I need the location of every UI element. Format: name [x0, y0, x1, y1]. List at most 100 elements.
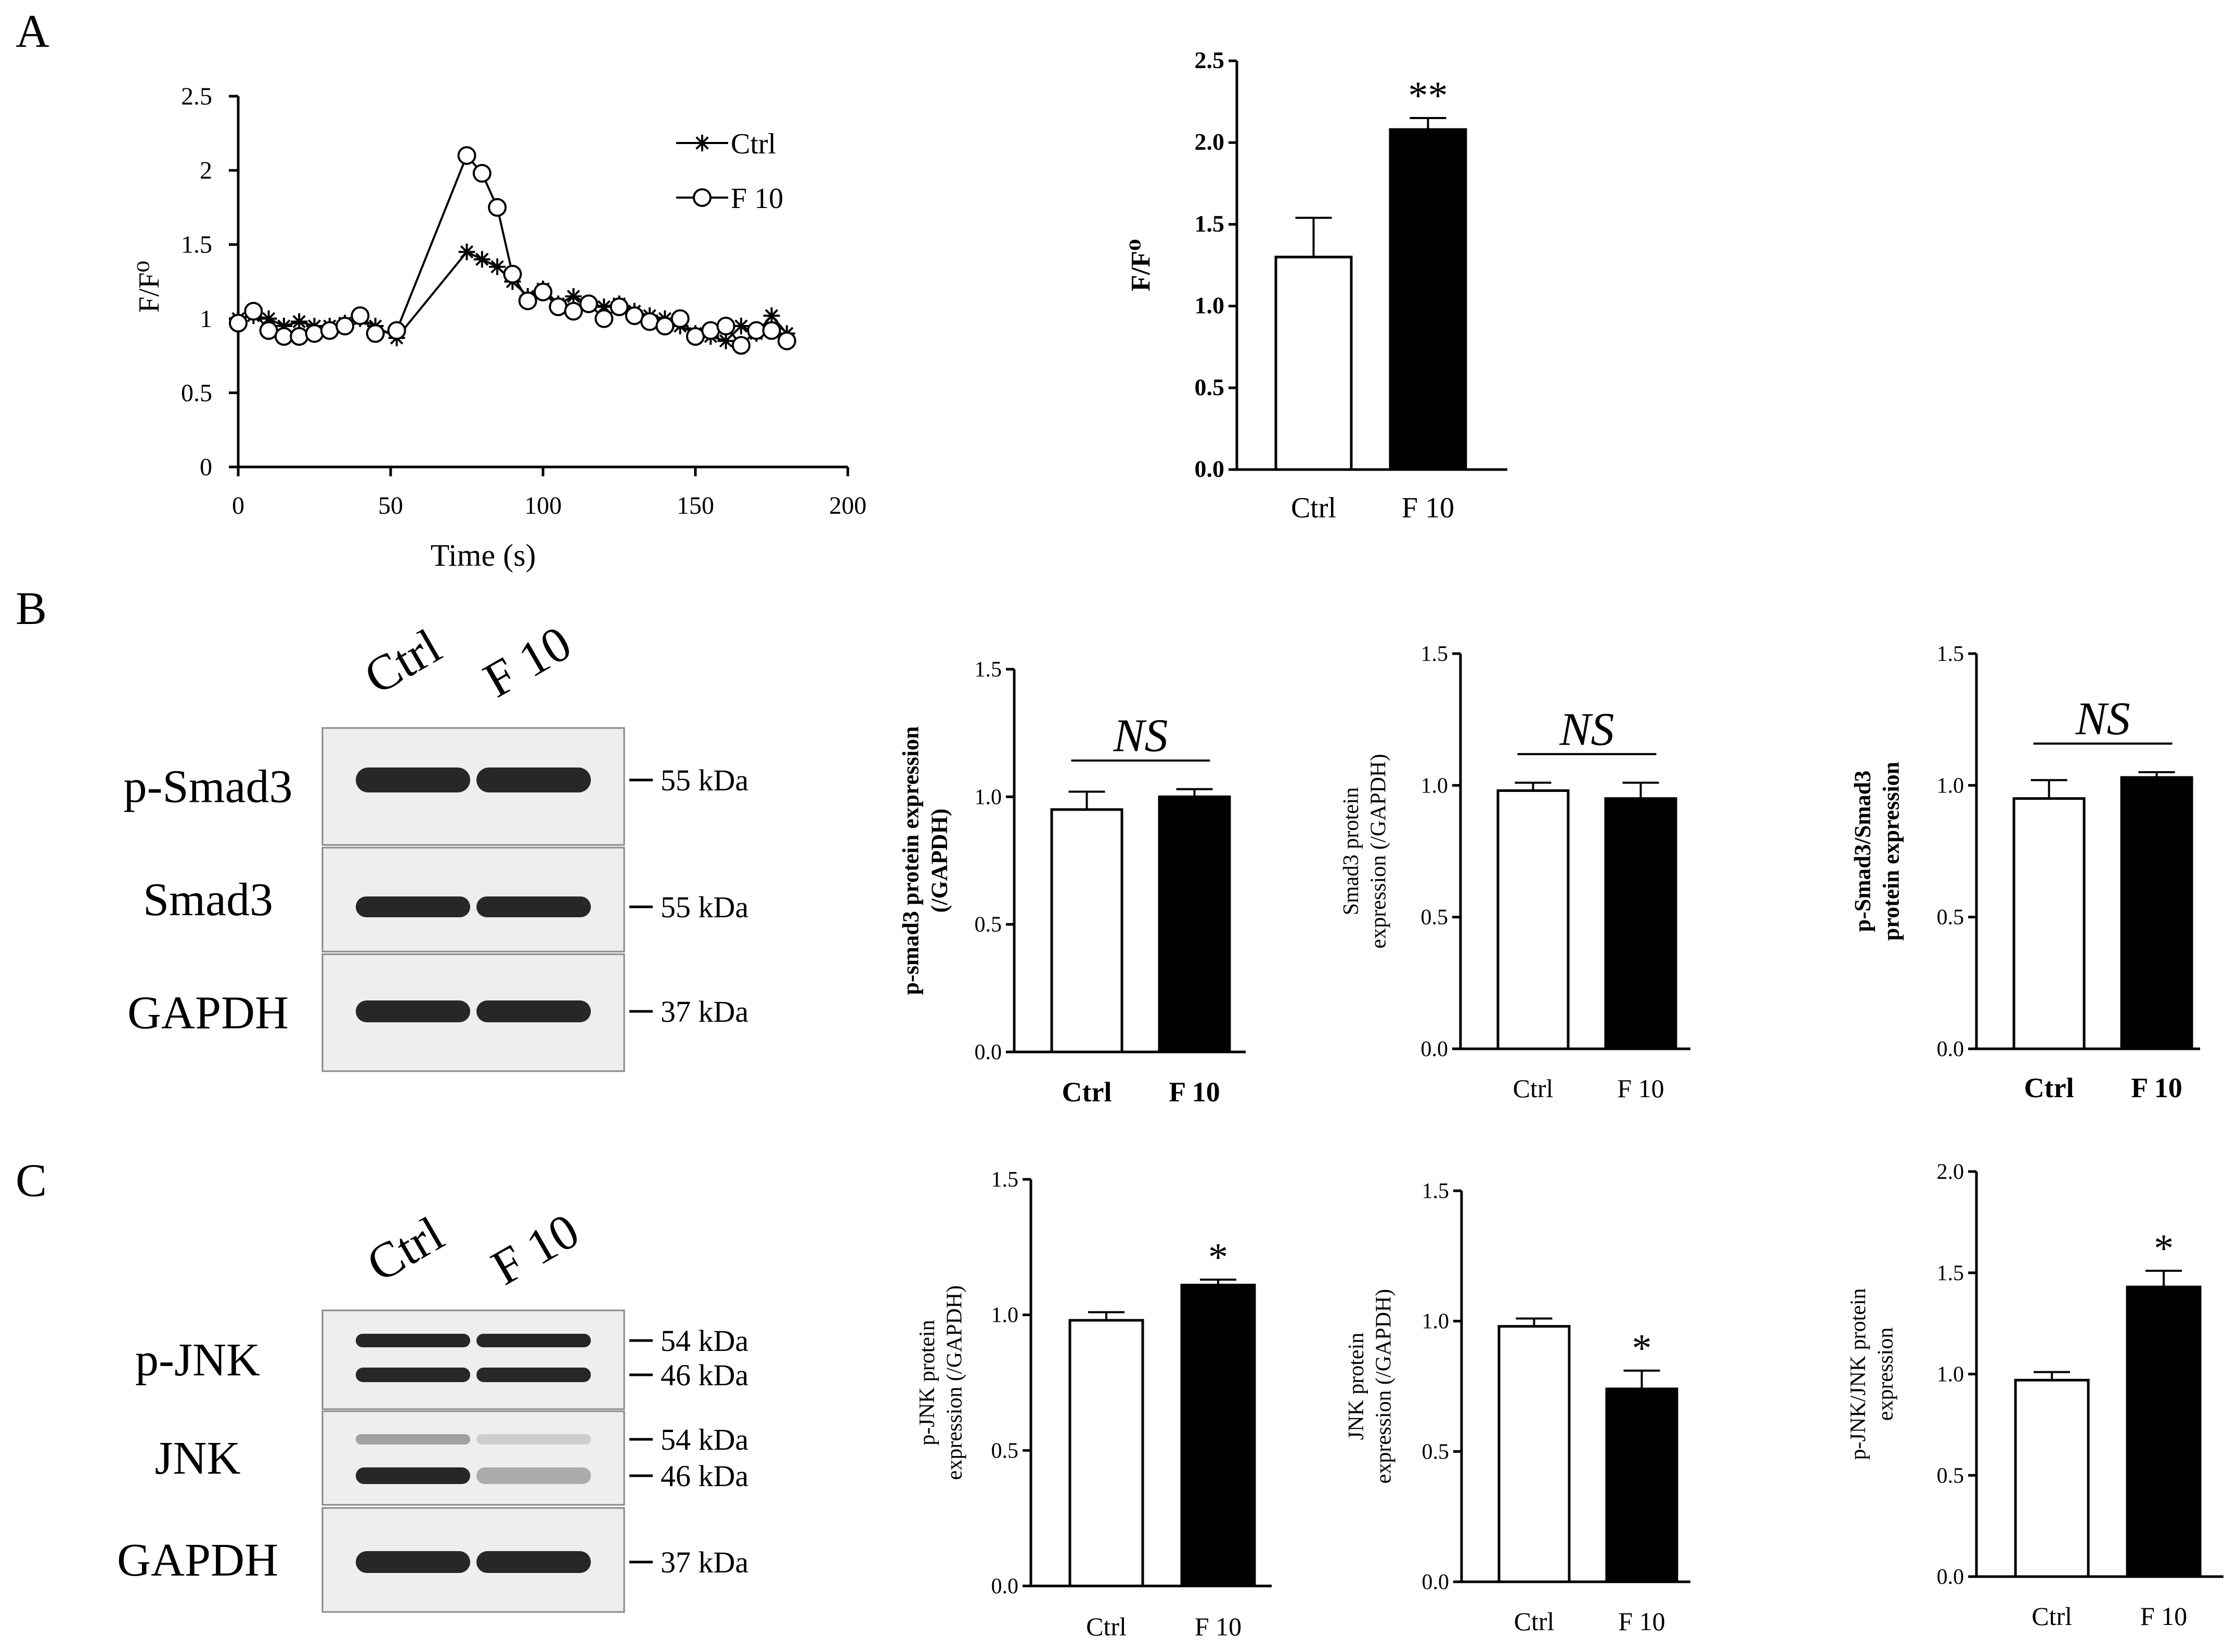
significance-marker: * [1632, 1326, 1652, 1370]
star-stroke [719, 334, 733, 348]
y-axis-title-line: expression (/GAPDH) [1366, 754, 1390, 948]
category-label: F 10 [1617, 1074, 1664, 1103]
star-stroke [475, 252, 489, 266]
blot-row-gapdh: GAPDH 37 kDa [127, 953, 748, 1072]
y-tick-label: 1.0 [1195, 292, 1225, 319]
y-axis-title: Smad3 protein expression (/GAPDH) [1339, 754, 1391, 948]
blot-band [356, 896, 470, 917]
y-axis-title: p-smad3 protein expression (/GAPDH) [898, 726, 952, 995]
blot-band [356, 1000, 470, 1022]
blot-band [476, 768, 591, 792]
bar-f-10 [1389, 128, 1467, 471]
data-point-circle [366, 324, 385, 343]
y-axis-title-line: p-JNK/JNK protein [1846, 1288, 1870, 1460]
y-tick-label: 1.5 [181, 231, 212, 258]
bar-chart-c-jnk: 0.0 0.5 1.0 1.5 Ctrl F 10 * JNK protein expressi… [1345, 1179, 1690, 1636]
category-label: Ctrl [2032, 1602, 2072, 1631]
y-tick-label: 0.0 [1422, 1570, 1450, 1594]
star-stroke [490, 260, 504, 274]
blot-band [356, 1368, 470, 1382]
bar-ctrl [2014, 1378, 2090, 1578]
star-stroke [292, 315, 306, 329]
category-label: F 10 [2140, 1602, 2187, 1631]
bar-chart-b-smad3: 0.0 0.5 1.0 1.5 Ctrl F 10 NS Smad3 protein expre… [1339, 642, 1690, 1103]
data-point-circle [777, 331, 796, 350]
blot-band [476, 1551, 591, 1573]
category-label: Ctrl [1086, 1612, 1127, 1641]
significance-label: NS [1559, 704, 1614, 755]
data-point-circle [731, 336, 751, 355]
y-tick-label: 0.5 [1422, 1440, 1450, 1464]
bar-chart-a-bar: 0.0 0.5 1.0 1.5 2.0 2.5 Ctrl F 10 ** F/F⁰ [1126, 47, 1507, 524]
protein-label: JNK [154, 1433, 240, 1484]
category-label: Ctrl [1513, 1074, 1554, 1103]
data-point-circle [488, 198, 507, 217]
series-f-10 [229, 146, 796, 355]
y-axis-title-line: F/F⁰ [1126, 239, 1156, 292]
y-tick-label: 0.0 [1937, 1037, 1964, 1061]
category-label: F 10 [1402, 492, 1454, 524]
data-point-circle [640, 312, 660, 331]
y-tick-label: 0.5 [1421, 906, 1449, 930]
molecular-weight-label: 55 kDa [661, 890, 748, 924]
category-label: Ctrl [2024, 1072, 2074, 1103]
y-tick-label: 0.5 [975, 913, 1002, 937]
blot-band [476, 1467, 591, 1484]
bar-chart-c-ratio: 0.0 0.5 1.0 1.5 2.0 Ctrl F 10 * p-JNK/JNK protei… [1846, 1160, 2224, 1631]
data-point-circle [387, 321, 406, 340]
data-point-circle [457, 146, 476, 165]
molecular-weight-label: 37 kDa [661, 995, 748, 1029]
bar-ctrl [2012, 797, 2086, 1050]
significance-label: NS [1113, 710, 1168, 762]
y-tick-label: 1.0 [1422, 1310, 1450, 1334]
blot-band [356, 768, 470, 792]
panel-label-b: B [16, 583, 47, 634]
y-tick-label: 0 [200, 453, 212, 481]
y-tick-label: 0.0 [1421, 1037, 1449, 1061]
bar-ctrl [1050, 808, 1123, 1053]
molecular-weight-label: 54 kDa [661, 1423, 748, 1456]
data-point-circle [472, 164, 492, 183]
x-tick-label: 100 [524, 492, 562, 519]
data-point-circle [305, 324, 324, 343]
bar-f-10 [1605, 1387, 1678, 1583]
lane-label: F 10 [474, 615, 580, 708]
blot-band [476, 1000, 591, 1022]
data-point-circle [503, 265, 522, 284]
y-axis-title: p-Smad3/Smad3 protein expression [1850, 762, 1904, 941]
molecular-weight-label: 55 kDa [661, 763, 748, 797]
bar-chart-b-ratio: 0.0 0.5 1.0 1.5 Ctrl F 10 NS p-Smad3/Smad3 prote… [1850, 642, 2200, 1103]
category-label: F 10 [1618, 1607, 1665, 1636]
western-blots: Ctrl F 10 p-Smad3 55 kDa Smad3 55 kDa GAPDH 37 … [117, 615, 748, 1613]
molecular-weight-label: 46 kDa [661, 1459, 748, 1493]
y-tick-label: 1 [200, 305, 212, 333]
data-point-circle [274, 327, 293, 346]
y-tick-label: 2.0 [1937, 1160, 1964, 1184]
data-point-star [489, 258, 506, 275]
protein-label: GAPDH [117, 1534, 278, 1586]
y-axis-title-line: p-JNK protein [915, 1320, 939, 1445]
lane-label: F 10 [482, 1202, 588, 1295]
bar-f-10 [2120, 776, 2193, 1050]
panel-label-a: A [16, 6, 49, 57]
star-stroke [460, 245, 474, 259]
charts: 0 50 100 150 200 0 0.5 1 1.5 2 2.5 Time (s) F/F⁰ Ctrl… [133, 47, 2224, 1641]
star-stroke [695, 136, 709, 150]
blot-band [356, 1434, 470, 1445]
y-tick-label: 2.5 [181, 83, 212, 110]
y-tick-label: 1.0 [1421, 774, 1449, 798]
blot-band [476, 896, 591, 917]
y-axis-title-line: expression (/GAPDH) [1372, 1289, 1395, 1484]
bar-ctrl [1274, 255, 1353, 471]
data-point-star [694, 135, 710, 151]
legend: Ctrl F 10 [676, 128, 783, 215]
category-label: Ctrl [1062, 1076, 1112, 1108]
star-stroke [566, 290, 580, 303]
blot-band [356, 1467, 470, 1484]
lane-label: Ctrl [355, 618, 450, 705]
significance-marker: * [2154, 1227, 2174, 1270]
bar-ctrl [1068, 1319, 1144, 1588]
data-point-star [473, 251, 490, 268]
